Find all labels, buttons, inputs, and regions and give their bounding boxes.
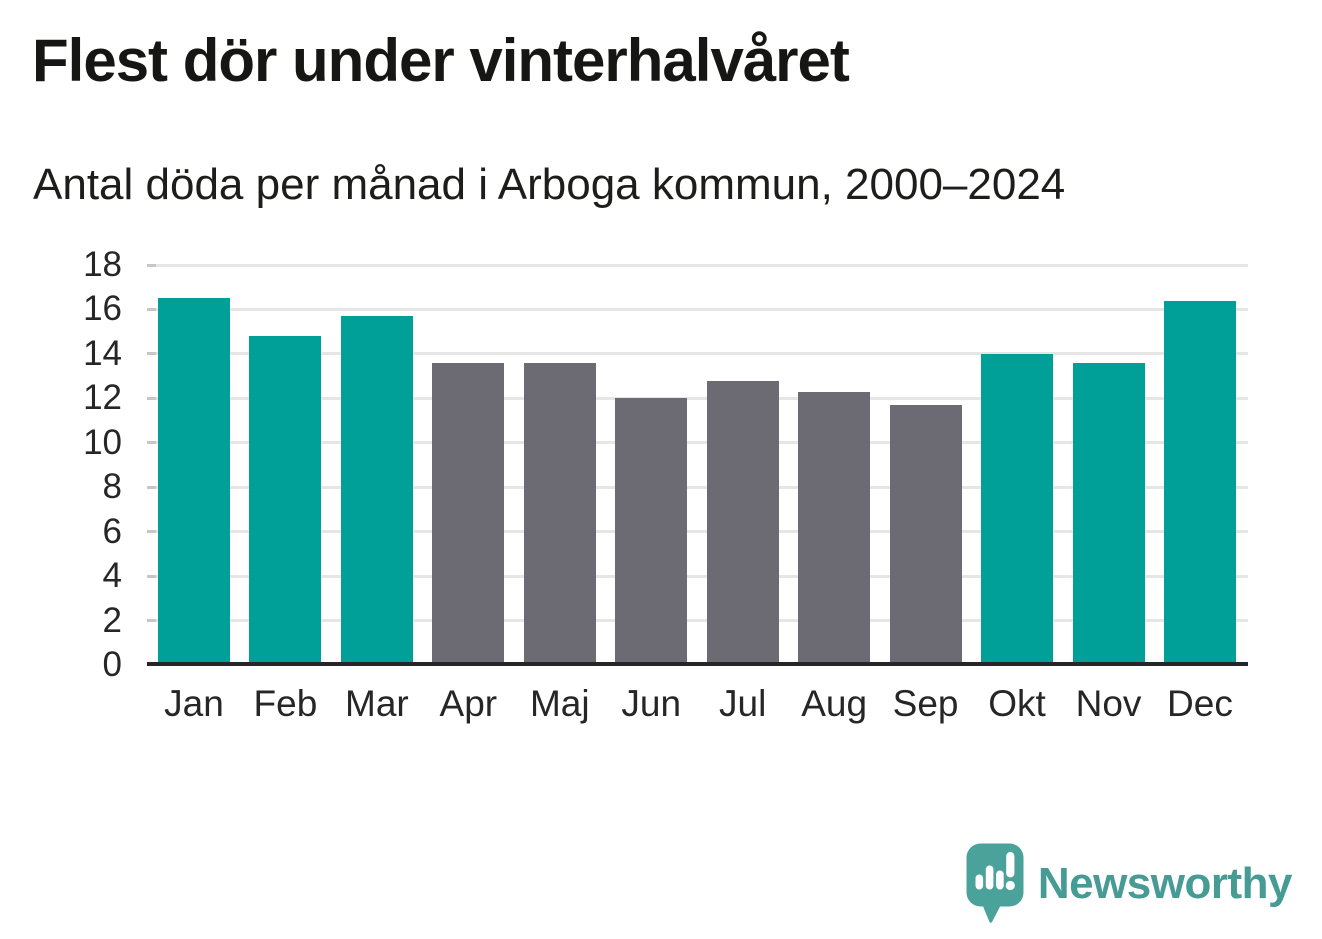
x-label-maj: Maj: [529, 683, 590, 724]
newsworthy-wordmark: Newsworthy: [1037, 859, 1293, 908]
x-label-sep: Sep: [892, 683, 959, 724]
y-tick-mark-14: [147, 352, 156, 356]
x-label-aug: Aug: [801, 683, 868, 724]
y-tick-label-6: 6: [102, 511, 122, 551]
gridline-12: [147, 396, 1248, 400]
y-tick-mark-2: [147, 619, 156, 623]
newsworthy-logo: Newsworthy: [966, 843, 1293, 925]
y-tick-mark-6: [147, 530, 156, 534]
y-tick-label-4: 4: [102, 556, 122, 596]
y-tick-label-8: 8: [102, 467, 122, 507]
plot-area: Jan Feb Mar Apr Maj Jun Jul Aug Sep Okt Nov Dec: [147, 263, 1248, 724]
bar-aug: [798, 391, 871, 665]
y-tick-label-14: 14: [83, 333, 122, 373]
y-tick-mark-16: [147, 307, 156, 311]
chart-subtitle: Antal döda per månad i Arboga kommun, 20…: [33, 160, 1066, 209]
bar-jan: [158, 298, 230, 665]
y-tick-mark-18: [147, 263, 156, 267]
gridline-10: [147, 441, 1248, 445]
y-tick-mark-4: [147, 574, 156, 578]
x-label-apr: Apr: [439, 683, 498, 724]
x-label-jul: Jul: [719, 683, 767, 724]
bar-jun: [615, 398, 688, 665]
x-label-feb: Feb: [253, 683, 318, 724]
x-label-jan: Jan: [164, 683, 224, 724]
bar-feb: [249, 336, 322, 665]
bar-okt: [981, 353, 1054, 665]
gridline-4: [147, 574, 1248, 578]
gridline-18: [147, 263, 1248, 267]
bar-maj: [523, 362, 596, 665]
y-tick-label-18: 18: [83, 245, 122, 284]
gridline-14: [147, 352, 1248, 356]
x-label-mar: Mar: [345, 683, 409, 724]
x-label-jun: Jun: [621, 683, 682, 724]
gridline-2: [147, 619, 1248, 623]
y-tick-label-2: 2: [102, 600, 122, 640]
gridline-6: [147, 530, 1248, 534]
x-axis-line: [147, 662, 1248, 666]
x-label-dec: Dec: [1167, 683, 1233, 724]
y-tick-label-10: 10: [83, 422, 122, 462]
y-tick-mark-12: [147, 396, 156, 400]
x-label-nov: Nov: [1075, 683, 1142, 724]
bar-mar: [340, 316, 413, 665]
y-tick-mark-10: [147, 441, 156, 445]
bar-nov: [1072, 362, 1145, 665]
bar-jul: [706, 380, 779, 665]
newsworthy-speech-bubble-bar-chart-icon: [966, 843, 1024, 925]
y-tick-label-0: 0: [102, 645, 122, 684]
x-label-okt: Okt: [988, 683, 1046, 724]
y-axis: 0 2 4 6 8 10 12 14 16 18: [20, 245, 122, 684]
bar-dec: [1163, 300, 1236, 665]
gridline-8: [147, 485, 1248, 489]
bar-sep: [889, 405, 962, 665]
gridline-16: [147, 307, 1248, 311]
y-tick-label-16: 16: [83, 289, 122, 329]
y-tick-mark-8: [147, 485, 156, 489]
y-tick-label-12: 12: [83, 378, 122, 418]
chart-title: Flest dör under vinterhalvåret: [32, 27, 850, 94]
bar-apr: [432, 362, 505, 665]
